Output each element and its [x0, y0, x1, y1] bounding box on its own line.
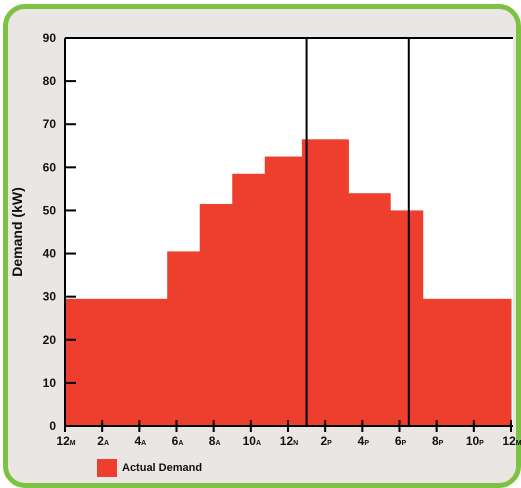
x-tick-label-12: 12M [502, 434, 521, 448]
y-tick-label-3: 30 [43, 290, 57, 304]
legend: Actual Demand [97, 459, 202, 477]
x-tick-label-5: 10A [243, 434, 261, 448]
y-tick-label-6: 60 [43, 160, 57, 174]
bar-step-0 [65, 298, 168, 426]
bar-step-3 [232, 173, 266, 426]
bar-step-8 [422, 298, 512, 426]
legend-label-actual-demand: Actual Demand [122, 462, 203, 474]
x-tick-label-11: 10P [466, 434, 484, 448]
x-tick-label-1: 2A [97, 434, 109, 448]
y-tick-label-8: 80 [43, 74, 57, 88]
x-tick-label-0: 12M [56, 434, 75, 448]
bar-step-7 [390, 210, 424, 426]
x-tick-label-7: 2P [320, 434, 332, 448]
y-ticks: 0 10 20 30 40 50 60 70 80 90 [43, 31, 76, 433]
vertical-markers [305, 38, 410, 426]
x-tick-label-9: 6P [395, 434, 407, 448]
x-tick-label-2: 4A [134, 434, 146, 448]
bar-step-1 [167, 251, 201, 426]
bars [65, 139, 512, 427]
y-tick-label-1: 10 [43, 376, 57, 390]
x-ticks: 12M 2A 4A 6A 8A 10A 12N 2P 4P 6P 8P 10P 12M [56, 420, 521, 448]
y-tick-label-9: 90 [43, 31, 57, 45]
bar-step-6 [348, 193, 391, 426]
y-tick-label-5: 50 [43, 203, 57, 217]
x-tick-label-8: 4P [358, 434, 370, 448]
y-tick-label-7: 70 [43, 117, 57, 131]
y-tick-label-4: 40 [43, 247, 57, 261]
y-tick-label-2: 20 [43, 333, 57, 347]
x-tick-label-6: 12N [280, 434, 298, 448]
x-tick-label-3: 6A [172, 434, 184, 448]
bar-step-2 [199, 203, 233, 426]
x-tick-label-4: 8A [209, 434, 221, 448]
y-axis-label: Demand (kW) [9, 187, 25, 276]
legend-swatch-actual-demand [97, 459, 117, 477]
bar-step-4 [264, 156, 303, 427]
x-tick-label-10: 8P [432, 434, 444, 448]
bar-step-5 [301, 139, 349, 427]
y-tick-label-0: 0 [49, 419, 56, 433]
